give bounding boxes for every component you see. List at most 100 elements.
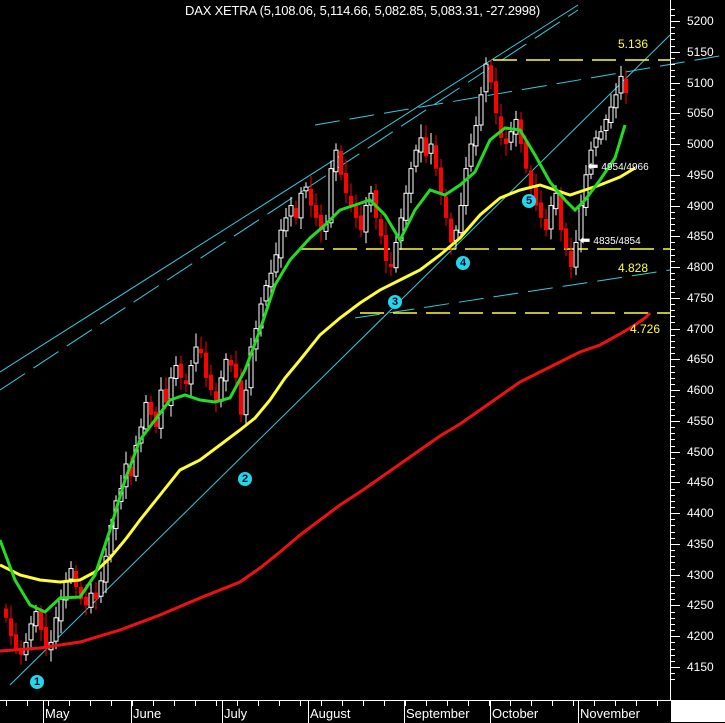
x-axis: May June July August September October Novembe… (0, 700, 671, 723)
y-tick-label: 4200 (687, 629, 714, 644)
candle-up (478, 94, 484, 126)
y-tick-label: 4600 (687, 383, 714, 398)
candle-down (214, 391, 218, 403)
y-tick-label: 4950 (687, 167, 714, 182)
x-month-divider (43, 701, 44, 723)
y-minor-tick (671, 33, 675, 35)
candle-down (624, 78, 628, 93)
candle-up (483, 63, 489, 93)
x-minor-tick (321, 701, 322, 706)
y-tick (671, 513, 680, 515)
candle-up (598, 131, 604, 140)
candle-down (384, 235, 388, 261)
y-minor-tick (671, 137, 675, 139)
candle-down (179, 363, 183, 378)
candle-up (608, 106, 614, 124)
candle-down (14, 634, 18, 649)
y-minor-tick (671, 519, 675, 521)
candle-up (573, 241, 579, 268)
x-minor-tick (384, 701, 385, 706)
candle-down (489, 65, 493, 83)
x-minor-tick (594, 701, 595, 706)
y-tick-label: 4900 (687, 198, 714, 213)
x-month-label: August (310, 706, 351, 721)
arrow-note-lower-label: 4835/4854 (593, 236, 641, 247)
y-minor-tick (671, 445, 675, 447)
x-minor-tick (27, 701, 28, 706)
candle-down (319, 214, 323, 231)
y-minor-tick (671, 248, 675, 250)
y-tick (671, 451, 680, 453)
y-minor-tick (671, 371, 675, 373)
y-minor-tick (671, 507, 675, 509)
candle-up (133, 445, 139, 477)
candle-up (33, 611, 39, 627)
x-month-divider (578, 701, 579, 723)
y-minor-tick (671, 599, 675, 601)
candle-up (28, 623, 34, 641)
y-tick (671, 205, 680, 207)
candle-down (9, 618, 13, 637)
candle-up (513, 118, 519, 135)
y-minor-tick (671, 260, 675, 262)
y-tick (671, 482, 680, 484)
x-month-divider (308, 701, 309, 723)
candle-up (463, 168, 469, 207)
candle-up (98, 580, 104, 597)
candle-up (458, 205, 464, 234)
y-minor-tick (671, 568, 675, 570)
y-minor-tick (671, 673, 675, 675)
candle-down (444, 196, 448, 218)
candle-down (379, 219, 383, 237)
wave-marker-5: 5 (522, 194, 536, 208)
y-minor-tick (671, 580, 675, 582)
y-minor-tick (671, 193, 675, 195)
x-minor-tick (279, 701, 280, 706)
candle-up (333, 149, 339, 173)
y-minor-tick (671, 242, 675, 244)
y-minor-tick (671, 494, 675, 496)
y-tick-label: 4500 (687, 444, 714, 459)
y-tick (671, 21, 680, 22)
y-minor-tick (671, 322, 675, 324)
y-minor-tick (671, 254, 675, 256)
candle-up (468, 143, 474, 167)
x-minor-tick (615, 701, 616, 706)
x-minor-tick (489, 701, 490, 706)
candle-up (68, 568, 74, 580)
y-minor-tick (671, 8, 675, 10)
y-tick-label: 4850 (687, 229, 714, 244)
candle-down (529, 170, 533, 188)
y-minor-tick (671, 593, 675, 595)
y-tick-label: 4750 (687, 290, 714, 305)
y-minor-tick (671, 476, 675, 478)
candle-up (508, 131, 514, 143)
candle-up (273, 254, 279, 273)
y-minor-tick (671, 470, 675, 472)
wave-marker-2: 2 (238, 472, 252, 486)
y-tick (671, 420, 680, 422)
y-tick-label: 4250 (687, 598, 714, 613)
candle-down (564, 228, 568, 249)
y-tick-label: 4450 (687, 475, 714, 490)
y-tick-label: 4650 (687, 352, 714, 367)
candle-down (359, 215, 363, 231)
candle-up (103, 555, 109, 583)
x-minor-tick (153, 701, 154, 706)
candle-down (184, 380, 188, 384)
x-month-label: September (406, 706, 470, 721)
y-minor-tick (671, 125, 675, 127)
x-minor-tick (510, 701, 511, 706)
y-minor-tick (671, 187, 675, 189)
y-minor-tick (671, 611, 675, 613)
y-minor-tick (671, 630, 675, 632)
wave-marker-3: 3 (388, 295, 402, 309)
ma-fast-line (0, 124, 627, 614)
y-minor-tick (671, 217, 675, 219)
candle-down (239, 380, 243, 415)
y-minor-tick (671, 617, 675, 619)
candle-up (418, 137, 424, 153)
candle-up (303, 186, 309, 192)
y-minor-tick (671, 94, 675, 96)
candle-down (339, 150, 343, 175)
